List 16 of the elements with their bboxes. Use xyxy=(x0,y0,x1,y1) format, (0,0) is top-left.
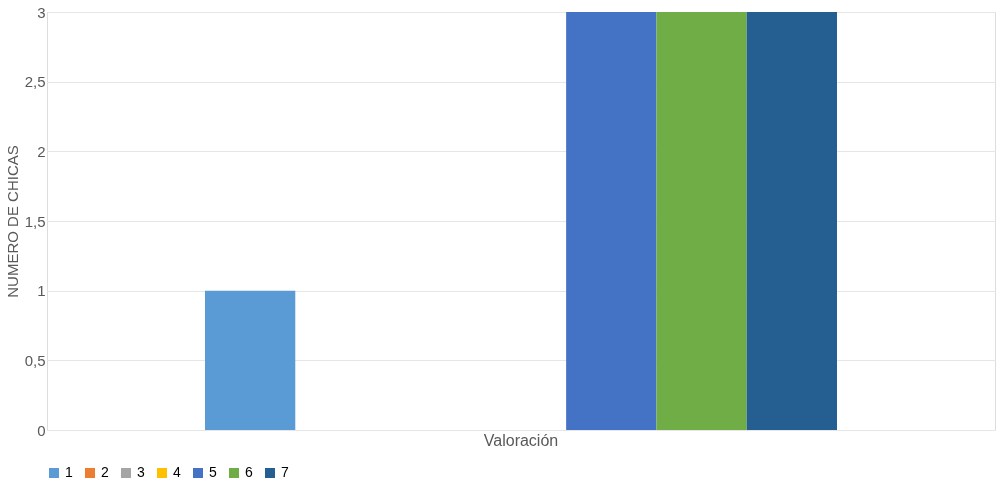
y-tick-label: 2,5 xyxy=(24,73,46,91)
legend-label: 4 xyxy=(173,464,181,480)
x-tick-label: Valoración xyxy=(483,431,559,449)
y-tick-label: 0,5 xyxy=(24,351,46,369)
legend-label: 6 xyxy=(245,464,253,480)
legend-label: 7 xyxy=(281,464,289,480)
y-axis-title: NUMERO DE CHICAS xyxy=(3,145,21,298)
y-tick-label: 2 xyxy=(37,142,46,160)
y-tick-label: 3 xyxy=(37,3,46,21)
legend-label: 2 xyxy=(101,464,109,480)
y-tick-label: 1,5 xyxy=(24,212,46,230)
legend-label: 5 xyxy=(209,464,217,480)
legend-label: 1 xyxy=(65,464,73,480)
legend-label: 3 xyxy=(137,464,145,480)
y-tick-label: 0 xyxy=(37,421,46,439)
y-tick-label: 1 xyxy=(37,282,46,300)
